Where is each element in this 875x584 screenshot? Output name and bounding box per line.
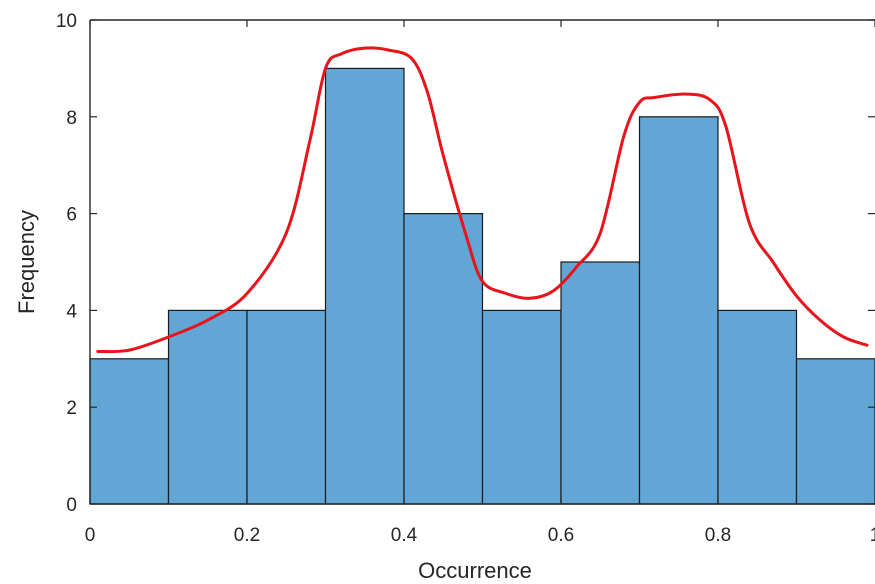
y-tick-label: 2 <box>66 398 77 419</box>
histogram-bar-2 <box>167 309 248 505</box>
x-tick-label: 0.2 <box>234 525 260 546</box>
x-tick-labels: 0 0.2 0.4 0.6 0.8 1 <box>85 525 875 546</box>
y-tick-label: 10 <box>56 11 77 32</box>
bars-group <box>89 67 875 505</box>
y-tick-label: 0 <box>66 495 77 516</box>
y-tick-labels: 0 2 4 6 8 10 <box>56 11 78 516</box>
x-tick-label: 1 <box>870 525 875 546</box>
histogram-bar-3 <box>246 309 327 505</box>
histogram-bar-5 <box>403 213 484 505</box>
y-tick-label: 8 <box>66 108 77 129</box>
histogram-bar-1 <box>89 358 170 505</box>
histogram-bar-6 <box>481 309 562 505</box>
y-tick-label: 6 <box>66 205 77 226</box>
histogram-bar-9 <box>717 309 798 505</box>
x-axis-label: Occurrence <box>418 558 532 583</box>
x-tick-label: 0.4 <box>391 525 418 546</box>
x-tick-label: 0.8 <box>705 525 731 546</box>
histogram-bar-10 <box>795 358 875 505</box>
y-axis-label: Frequency <box>14 210 39 314</box>
x-tick-label: 0.6 <box>548 525 574 546</box>
axes-group <box>89 19 875 505</box>
overlay-curve <box>96 46 869 354</box>
histogram-bar-4 <box>324 67 405 505</box>
histogram-bar-8 <box>638 116 719 505</box>
x-tick-label: 0 <box>85 525 96 546</box>
histogram-bar-7 <box>560 261 641 505</box>
y-tick-label: 4 <box>66 301 77 322</box>
